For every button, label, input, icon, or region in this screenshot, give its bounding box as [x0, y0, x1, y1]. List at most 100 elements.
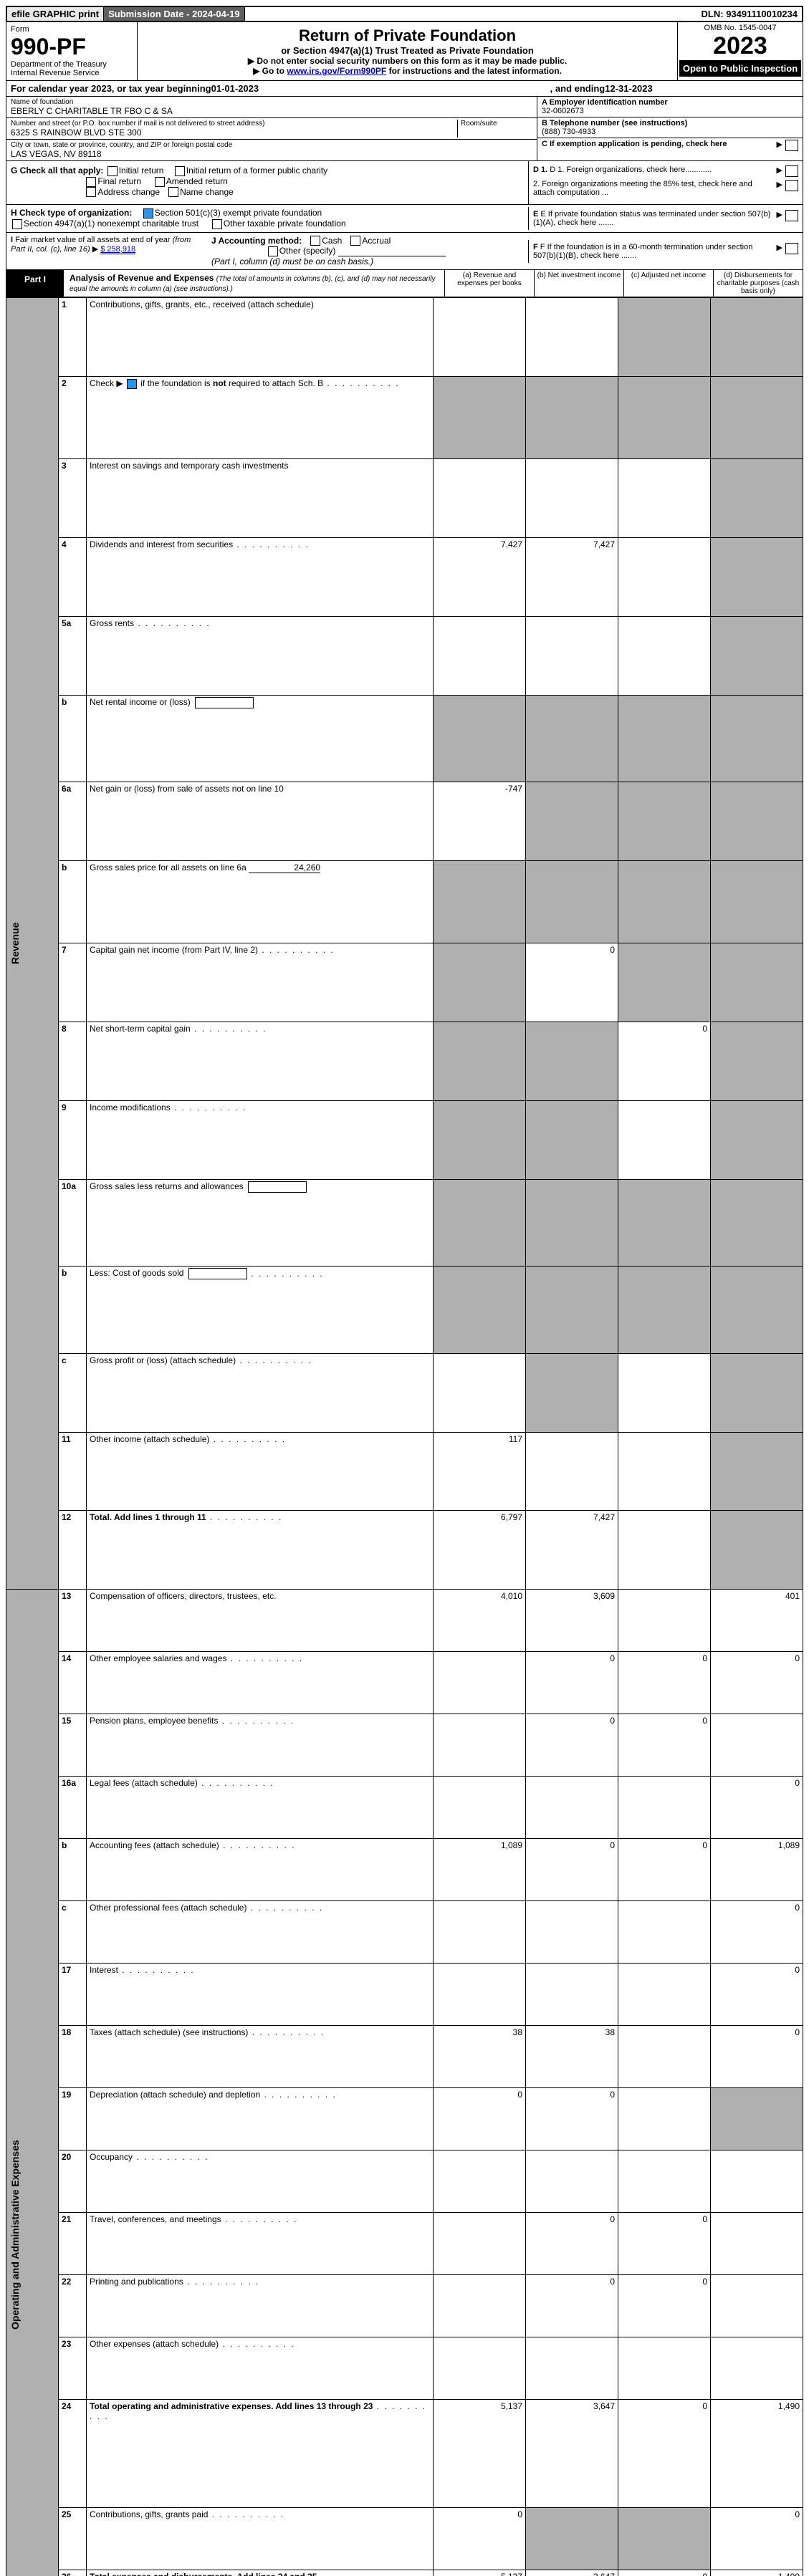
col-a-value — [434, 1652, 526, 1714]
col-a-value — [434, 943, 526, 1022]
line-description: Total expenses and disbursements. Add li… — [87, 2570, 434, 2576]
line-description: Total. Add lines 1 through 11 — [87, 1511, 434, 1590]
line-description: Accounting fees (attach schedule) — [87, 1839, 434, 1901]
line-number: 4 — [59, 537, 87, 616]
line-number: 23 — [59, 2337, 87, 2399]
checkbox-final-return[interactable] — [86, 177, 96, 187]
col-d-value — [711, 860, 803, 943]
inline-input-box[interactable] — [188, 1268, 247, 1279]
checkbox-initial-former[interactable] — [175, 166, 185, 176]
col-a-value — [434, 377, 526, 459]
d2-checkbox[interactable] — [785, 180, 798, 191]
irs-link[interactable]: www.irs.gov/Form990PF — [287, 66, 386, 76]
exemption-checkbox[interactable] — [785, 140, 798, 151]
f-checkbox[interactable] — [785, 243, 798, 254]
g5-label: Address change — [97, 187, 160, 197]
efile-print-button[interactable]: efile GRAPHIC print — [7, 7, 104, 21]
info-left: Name of foundation EBERLY C CHARITABLE T… — [6, 97, 537, 160]
address: 6325 S RAINBOW BLVD STE 300 — [11, 128, 457, 138]
h2-label: Section 4947(a)(1) nonexempt charitable … — [24, 218, 198, 229]
e-checkbox[interactable] — [785, 210, 798, 221]
table-row: 18Taxes (attach schedule) (see instructi… — [6, 2026, 803, 2088]
line-number: 14 — [59, 1652, 87, 1714]
d-checks: D 1. D 1. Foreign organizations, check h… — [528, 161, 803, 204]
col-a-value: 7,427 — [434, 537, 526, 616]
col-a-value — [434, 1353, 526, 1432]
col-c-value — [618, 298, 711, 377]
col-d-value: 1,089 — [711, 1839, 803, 1901]
checkbox-cash[interactable] — [310, 236, 320, 246]
line-number: 18 — [59, 2026, 87, 2088]
col-a-value: 6,797 — [434, 1511, 526, 1590]
fmv-value[interactable]: $ 258,918 — [100, 245, 135, 254]
irs-label: Internal Revenue Service — [11, 69, 133, 77]
inline-input-box[interactable] — [248, 1181, 307, 1193]
header-center: Return of Private Foundation or Section … — [138, 22, 677, 80]
checkbox-other-method[interactable] — [268, 246, 278, 256]
col-b-value: 7,427 — [526, 537, 618, 616]
line-description: Legal fees (attach schedule) — [87, 1777, 434, 1839]
line-number: 8 — [59, 1022, 87, 1101]
line-description: Other income (attach schedule) — [87, 1432, 434, 1511]
col-b-value — [526, 695, 618, 782]
h3-label: Other taxable private foundation — [224, 218, 346, 229]
cal-begin: 01-01-2023 — [211, 83, 259, 94]
col-b-value — [526, 1267, 618, 1353]
line-number: 7 — [59, 943, 87, 1022]
inline-input-box[interactable] — [195, 697, 254, 708]
line-description: Net short-term capital gain — [87, 1022, 434, 1101]
foundation-name: EBERLY C CHARITABLE TR FBO C & SA — [11, 106, 532, 116]
checkbox-amended-return[interactable] — [155, 177, 165, 187]
col-d-value — [711, 1432, 803, 1511]
table-row: 4Dividends and interest from securities7… — [6, 537, 803, 616]
line-description: Gross sales price for all assets on line… — [87, 860, 434, 943]
col-a-value — [434, 616, 526, 695]
line-number: 6a — [59, 782, 87, 860]
checkbox-other-taxable[interactable] — [212, 219, 222, 229]
exemption-row: C If exemption application is pending, c… — [537, 138, 803, 153]
checkbox-name-change[interactable] — [168, 187, 178, 197]
open-public-badge: Open to Public Inspection — [679, 60, 801, 77]
col-c-value — [618, 2150, 711, 2212]
phone-row: B Telephone number (see instructions) (8… — [537, 117, 803, 138]
cal-mid: , and ending — [550, 83, 605, 94]
col-d-value — [711, 1511, 803, 1590]
line-number: 3 — [59, 458, 87, 537]
col-c-value — [618, 1432, 711, 1511]
tax-year: 2023 — [679, 32, 801, 60]
table-row: 23Other expenses (attach schedule) — [6, 2337, 803, 2399]
col-c-value: 0 — [618, 1022, 711, 1101]
checkbox-initial-return[interactable] — [107, 166, 118, 176]
d1-checkbox[interactable] — [785, 165, 798, 177]
checkbox-address-change[interactable] — [86, 187, 96, 197]
j2-label: Accrual — [362, 236, 391, 246]
col-c-value — [618, 537, 711, 616]
col-b-value — [526, 298, 618, 377]
line-number: 5a — [59, 616, 87, 695]
table-row: cOther professional fees (attach schedul… — [6, 1901, 803, 1964]
col-c-value — [618, 1353, 711, 1432]
col-c-value — [618, 695, 711, 782]
table-row: 22Printing and publications00 — [6, 2274, 803, 2337]
line-number: 22 — [59, 2274, 87, 2337]
col-a-value: 38 — [434, 2026, 526, 2088]
col-c-value — [618, 2337, 711, 2399]
col-a-value — [434, 860, 526, 943]
col-a-value: 1,089 — [434, 1839, 526, 1901]
col-a-value — [434, 2274, 526, 2337]
arrow-icon: ▶ — [777, 165, 782, 175]
part1-title: Analysis of Revenue and Expenses — [70, 273, 214, 283]
col-c-value — [618, 1964, 711, 2026]
g-label: G Check all that apply: — [11, 165, 103, 176]
g1-label: Initial return — [119, 165, 164, 176]
col-c-value: 0 — [618, 2399, 711, 2507]
col-c-head: (c) Adjusted net income — [623, 270, 713, 297]
note-link-pre: ▶ Go to — [253, 66, 287, 76]
col-a-value: 5,137 — [434, 2399, 526, 2507]
checkbox-501c3[interactable] — [143, 208, 153, 218]
col-d-value — [711, 2150, 803, 2212]
checkbox-accrual[interactable] — [350, 236, 360, 246]
checkbox-sch-b[interactable] — [127, 379, 137, 389]
checkbox-4947[interactable] — [12, 219, 22, 229]
col-c-value — [618, 2507, 711, 2570]
